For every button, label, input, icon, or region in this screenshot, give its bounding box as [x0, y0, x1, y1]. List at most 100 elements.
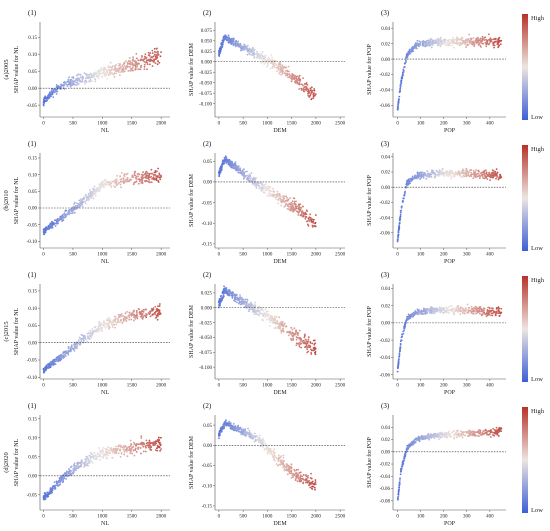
- point: [300, 89, 303, 91]
- row-4: (d)2020(1)0 500 1000 1500 2000-0.050.000.050…: [3, 402, 545, 527]
- point: [48, 224, 51, 227]
- point: [462, 172, 465, 175]
- point: [143, 314, 146, 317]
- point: [122, 320, 125, 323]
- point: [221, 160, 224, 163]
- point: [277, 197, 280, 200]
- point: [464, 42, 466, 44]
- point: [447, 306, 450, 308]
- point: [128, 318, 131, 321]
- point: [241, 298, 244, 301]
- point: [76, 82, 79, 84]
- point: [416, 308, 419, 311]
- point: [124, 312, 127, 315]
- point: [406, 179, 408, 182]
- point: [120, 178, 123, 181]
- point: [158, 173, 161, 176]
- point: [433, 172, 435, 174]
- point: [135, 57, 138, 60]
- point: [122, 179, 125, 181]
- point: [456, 305, 459, 307]
- point: [424, 310, 427, 313]
- point: [494, 314, 497, 317]
- point: [302, 87, 305, 90]
- point: [497, 41, 500, 44]
- point: [275, 315, 278, 318]
- point: [110, 68, 113, 71]
- point: [428, 173, 431, 176]
- point: [88, 334, 91, 337]
- point: [243, 298, 245, 301]
- point: [311, 218, 314, 221]
- point: [275, 193, 278, 196]
- point: [149, 181, 151, 184]
- point: [299, 203, 302, 206]
- point: [87, 332, 90, 334]
- row-1: (a)2005(1)0 500 1000 1500 2000-0.050.000.050…: [3, 9, 545, 134]
- point: [240, 172, 243, 175]
- point: [302, 205, 304, 208]
- point: [221, 46, 223, 48]
- point: [68, 76, 70, 79]
- point: [282, 327, 285, 330]
- y-tick-label: 0.10: [28, 173, 37, 178]
- point: [67, 345, 70, 348]
- x-tick-label: 0: [42, 253, 45, 258]
- point: [55, 93, 58, 95]
- point: [403, 194, 405, 197]
- point: [499, 39, 502, 42]
- point: [271, 315, 274, 318]
- row-label: (c)2015: [3, 321, 10, 341]
- point: [258, 57, 260, 60]
- point: [456, 37, 459, 40]
- point: [261, 313, 264, 316]
- point: [459, 310, 461, 313]
- point: [400, 336, 403, 339]
- y-tick-label: 0.025: [201, 50, 213, 55]
- point: [224, 288, 227, 291]
- point: [284, 204, 287, 207]
- point: [149, 52, 152, 55]
- point: [399, 86, 402, 89]
- point: [254, 301, 256, 304]
- point: [285, 66, 288, 69]
- colorbar-high-label: High: [531, 15, 545, 22]
- point: [51, 224, 54, 227]
- point: [49, 93, 52, 96]
- point: [495, 177, 497, 180]
- point: [407, 313, 410, 316]
- point: [267, 189, 270, 192]
- point: [123, 181, 126, 184]
- point: [70, 78, 73, 81]
- point: [485, 171, 488, 174]
- point: [54, 358, 57, 361]
- point: [291, 200, 294, 202]
- point: [94, 80, 97, 83]
- y-tick-label: -0.050: [199, 81, 212, 86]
- point: [117, 67, 120, 70]
- point: [430, 310, 433, 313]
- point: [82, 337, 85, 340]
- point: [431, 44, 434, 46]
- point: [255, 52, 258, 55]
- point: [45, 365, 47, 368]
- point: [156, 310, 159, 312]
- point: [281, 321, 283, 323]
- point: [474, 305, 477, 308]
- point: [263, 57, 265, 60]
- point: [398, 350, 401, 353]
- point: [451, 169, 453, 172]
- point: [475, 176, 477, 179]
- point: [157, 180, 160, 182]
- point: [72, 76, 75, 78]
- row-label: (a)2005: [3, 59, 10, 79]
- point: [479, 172, 482, 175]
- point: [133, 60, 136, 63]
- point: [267, 187, 270, 190]
- point: [245, 302, 248, 305]
- point: [414, 45, 417, 48]
- point: [160, 174, 162, 177]
- point: [475, 173, 478, 176]
- point: [99, 70, 102, 72]
- point: [473, 45, 476, 48]
